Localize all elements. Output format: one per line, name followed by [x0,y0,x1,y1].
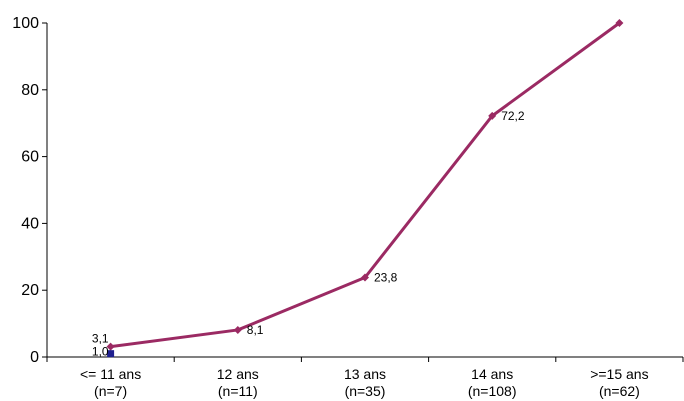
data-label: 3,1 [92,332,109,346]
plot-area: 3,1 8,1 23,8 72,2 1,0 [92,19,624,359]
y-tick-label: 20 [21,282,39,299]
y-tick-label: 60 [21,149,39,166]
x-axis-ticks: <= 11 ans (n=7) 12 ans (n=11) 13 ans (n=35) 14… [46,357,684,399]
x-tick-label: 12 ans (n=11) [217,366,259,399]
data-point-secondary [107,350,115,358]
data-point [233,325,242,334]
data-label: 8,1 [247,323,264,337]
y-tick-label: 80 [21,82,39,99]
y-tick-label: 0 [30,349,39,366]
data-point [361,273,369,282]
data-point [106,342,115,351]
data-label-secondary: 1,0 [92,345,109,359]
data-label: 72,2 [501,109,525,123]
series-line [110,21,621,349]
x-tick-label: 14 ans (n=108) [468,366,517,399]
x-tick-label: >=15 ans (n=62) [590,366,648,399]
data-point [615,19,624,27]
y-tick-label: 40 [21,215,39,232]
axes [46,23,683,358]
data-label: 23,8 [374,271,398,285]
x-tick-label: 13 ans (n=35) [344,366,386,399]
y-axis-ticks: 0 20 40 60 80 100 [12,15,47,366]
x-tick-label: <= 11 ans (n=7) [80,366,141,399]
data-point [488,111,497,120]
y-tick-label: 100 [12,15,39,32]
